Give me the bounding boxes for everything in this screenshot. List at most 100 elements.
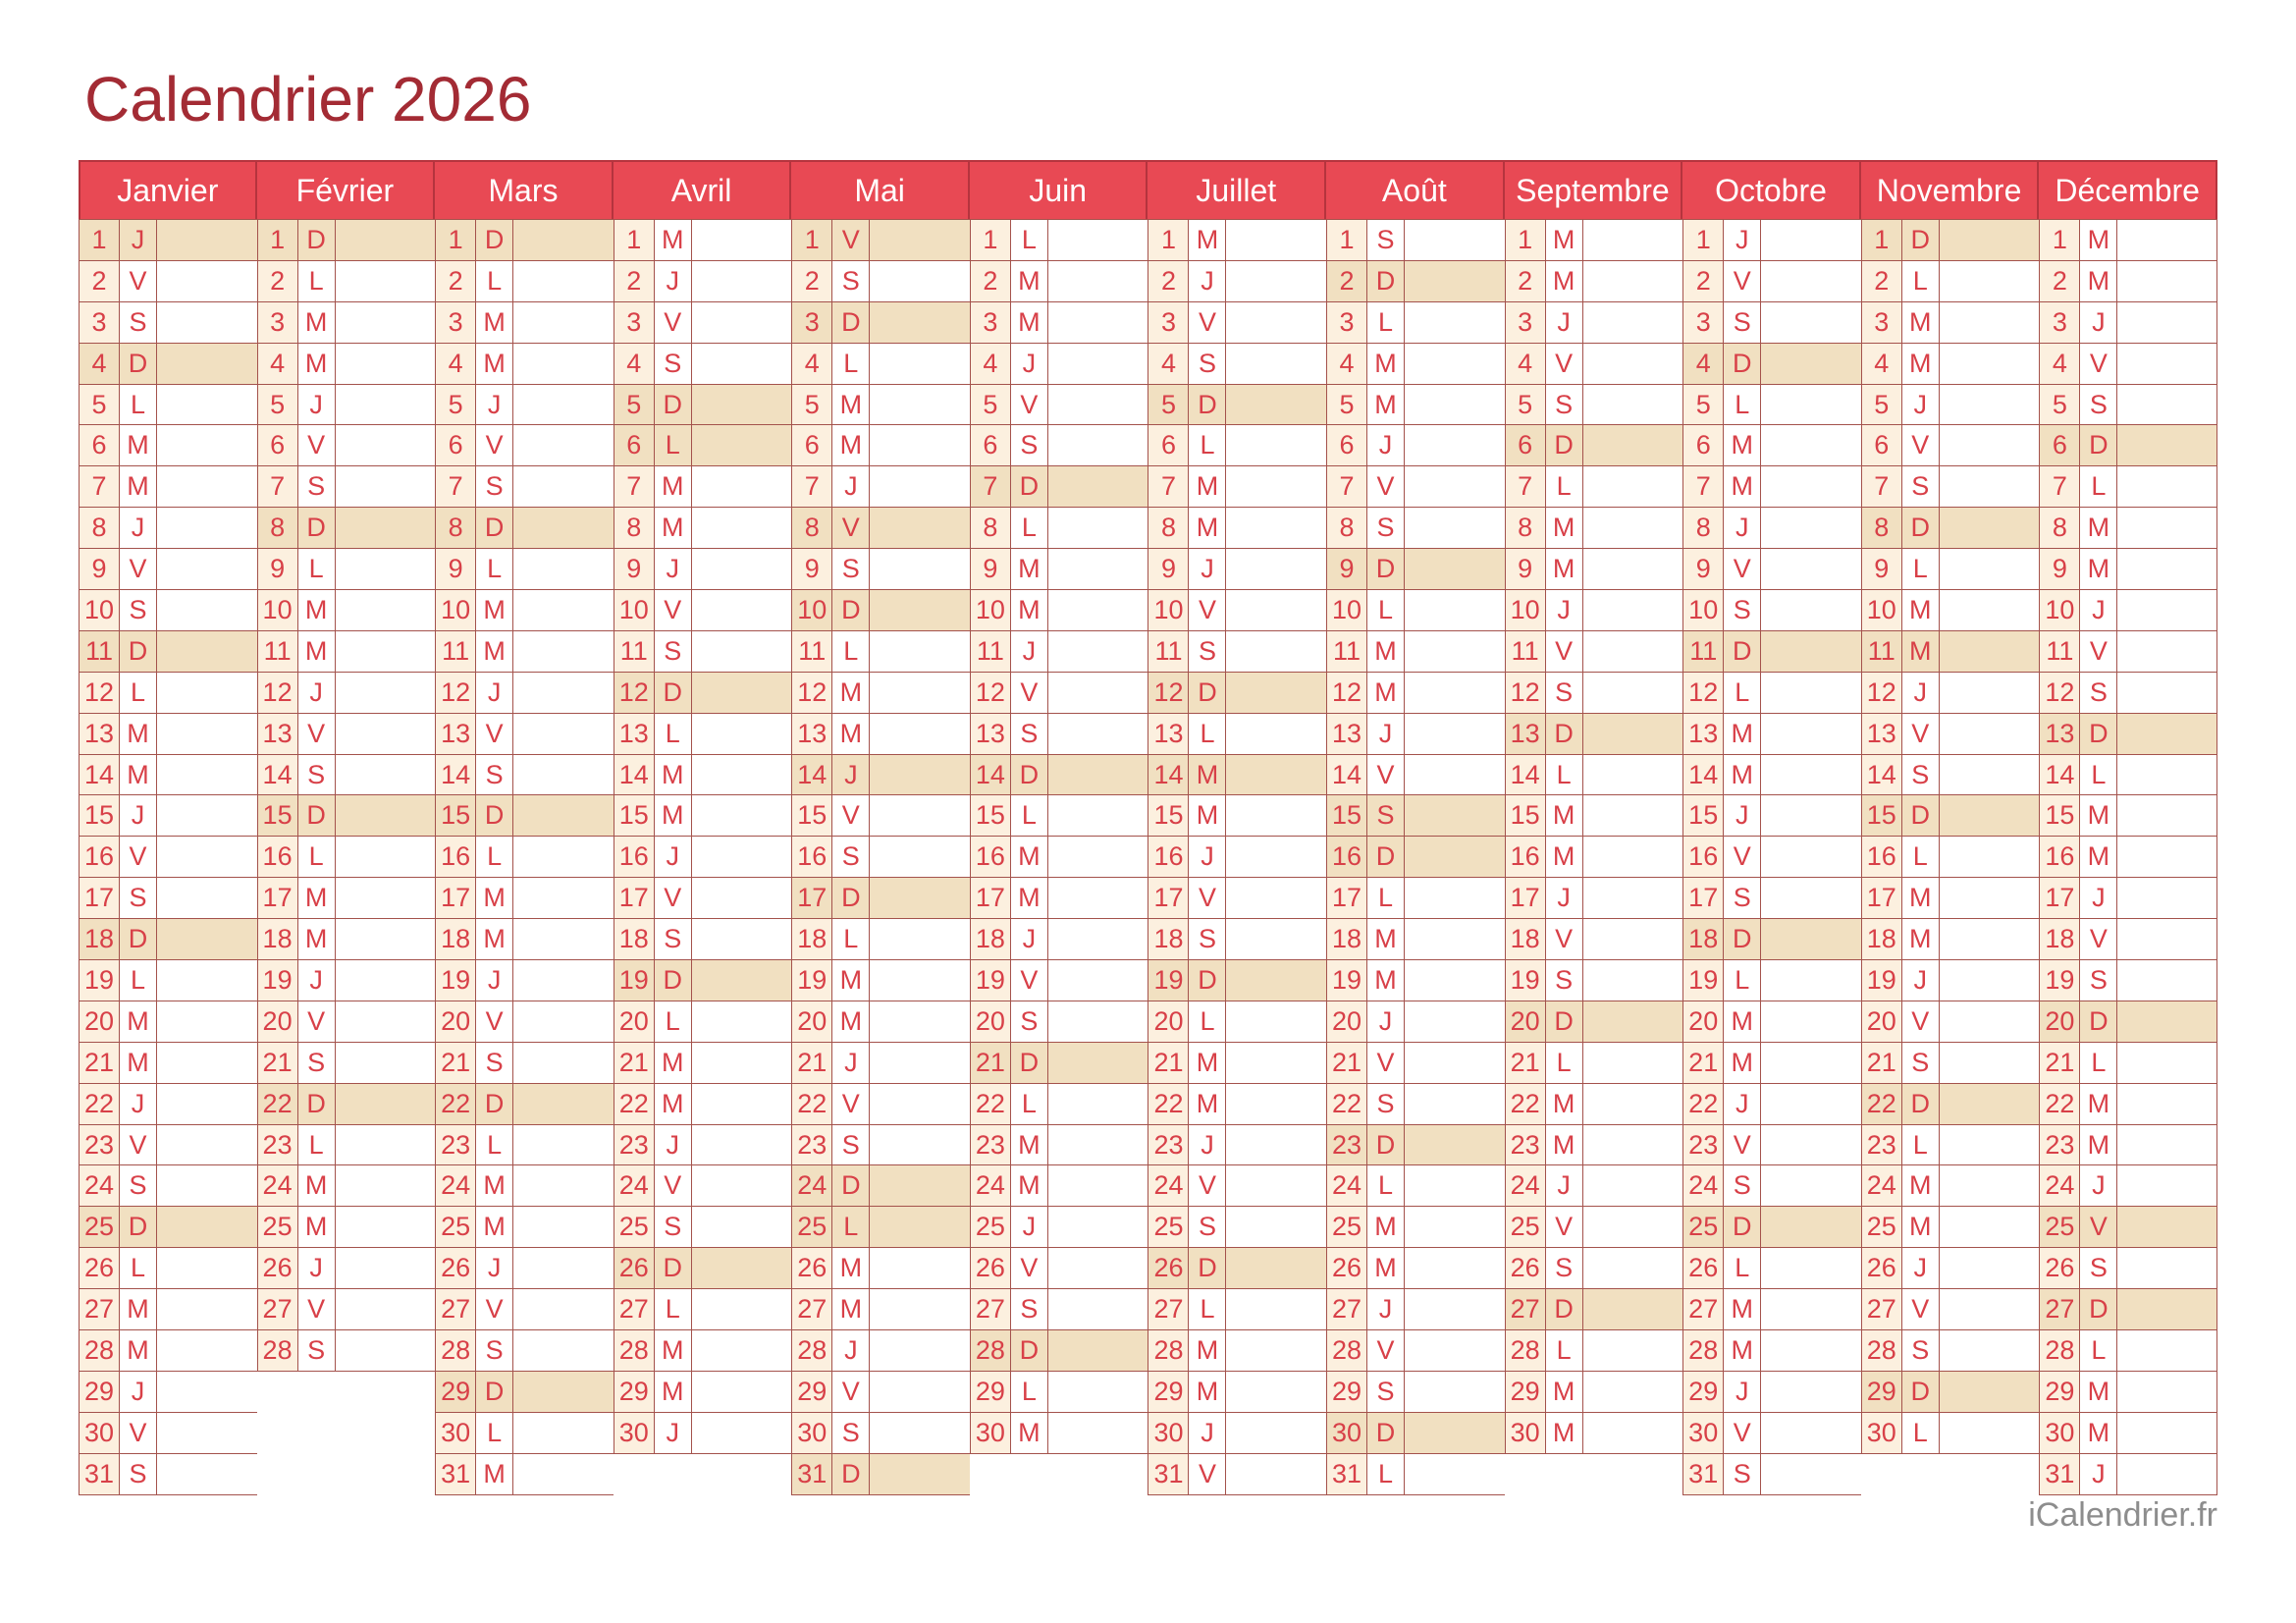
day-note-space [870,301,970,344]
day-number: 13 [2039,713,2081,755]
day-number: 11 [1504,630,1546,673]
day-number: 10 [435,590,477,631]
day-note-space [691,960,792,1001]
day-note-space [1761,754,1861,796]
day-number: 13 [1504,713,1546,755]
day-note-space [1939,795,2040,838]
month-header: Août [1326,160,1505,219]
day-number: 18 [2039,919,2081,961]
day-number: 2 [1860,260,1902,302]
day-note-space [691,1330,792,1372]
day-letter: V [476,1001,514,1043]
day-number: 29 [435,1371,477,1413]
day-row: 19 S [1504,960,1683,1001]
month-header: Septembre [1504,160,1683,219]
day-number: 3 [613,301,655,344]
day-note-space [1047,220,1148,261]
day-number: 2 [1504,260,1546,302]
day-note-space [1582,878,1683,920]
day-row: 13 V [1860,713,2040,755]
day-number: 17 [1504,878,1546,920]
day-row: 14 D [969,754,1148,796]
day-letter: D [832,1453,871,1495]
day-note-space [1405,343,1505,385]
day-note-space [1226,1289,1327,1331]
day-letter: M [654,466,692,509]
day-row: 19 J [435,960,614,1001]
day-letter: M [1724,466,1762,509]
day-number: 23 [256,1124,298,1166]
day-note-space [1405,1042,1505,1084]
day-row: 11 M [1326,630,1505,673]
day-letter: M [1724,1042,1762,1084]
day-number: 11 [969,630,1011,673]
day-number: 11 [1682,630,1725,673]
day-row: 27 M [1682,1289,1861,1331]
day-number: 19 [79,960,120,1001]
day-note-space [513,1207,614,1249]
day-row: 11 S [613,630,792,673]
day-letter: L [1901,1124,1940,1166]
day-number: 6 [435,425,477,467]
day-row: 29 S [1326,1371,1505,1413]
day-letter: S [1901,466,1940,509]
day-letter: J [1367,425,1406,467]
day-note-space [1761,919,1861,961]
day-number: 30 [79,1412,120,1454]
day-letter: L [1724,384,1762,426]
day-letter: M [476,1453,514,1495]
day-row: 20 V [435,1001,614,1043]
day-letter: J [1367,1001,1406,1043]
day-number: 28 [435,1330,477,1372]
day-number: 29 [613,1371,655,1413]
day-note-space [1582,1371,1683,1413]
day-number: 24 [1504,1165,1546,1208]
day-letter: M [1901,630,1940,673]
day-letter: V [1724,260,1762,302]
day-letter: J [476,1248,514,1290]
day-letter: J [297,384,336,426]
month-column-janvier: Janvier 1 J 2 V 3 S 4 D 5 L 6 M 7 M 8 J 9 V 10 S 11 D 12 L 13 M 14 M… [79,160,257,1495]
day-row: 12 J [256,672,436,714]
day-note-space [1761,713,1861,755]
day-number: 15 [256,795,298,838]
day-note-space [691,1001,792,1043]
day-letter: V [1010,672,1048,714]
day-letter: J [1901,672,1940,714]
day-note-space [1047,630,1148,673]
day-note-space [870,590,970,631]
day-row: 31 L [1326,1453,1505,1495]
day-number: 6 [1682,425,1725,467]
day-letter: M [2080,549,2118,591]
day-number: 10 [2039,590,2081,631]
day-number: 1 [435,220,477,261]
day-letter: L [1724,1248,1762,1290]
day-number: 12 [1504,672,1546,714]
day-letter: J [1189,1412,1227,1454]
day-letter: M [476,301,514,344]
day-note-space [1582,220,1683,261]
day-letter: M [120,754,157,796]
day-letter: S [476,1330,514,1372]
day-note-space [513,754,614,796]
day-letter: D [1545,1289,1583,1331]
day-row: 31 J [2039,1453,2217,1495]
day-note-space [1226,549,1327,591]
day-row: 29 M [1504,1371,1683,1413]
day-letter: L [476,260,514,302]
day-note-space [2117,549,2217,591]
day-note-space [2117,425,2217,467]
day-note-space [1761,1412,1861,1454]
day-number: 13 [791,713,833,755]
day-number: 19 [791,960,833,1001]
